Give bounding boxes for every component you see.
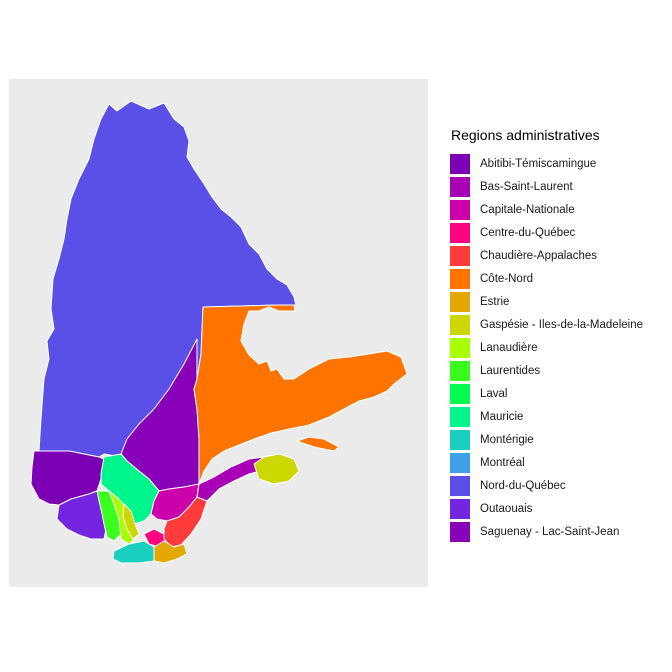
region-gaspesie[interactable] [253, 453, 300, 485]
legend-item: Laurentides [450, 359, 670, 382]
legend-item: Montérigie [450, 428, 670, 451]
legend: Regions administratives Abitibi-Témiscam… [450, 126, 670, 543]
legend-item: Bas-Saint-Laurent [450, 175, 670, 198]
legend-title: Regions administratives [451, 127, 600, 143]
region-estrie[interactable] [153, 540, 188, 564]
legend-swatch [450, 245, 470, 266]
legend-item: Estrie [450, 290, 670, 313]
legend-swatch [450, 222, 470, 243]
legend-label: Bas-Saint-Laurent [480, 180, 573, 193]
legend-swatch [450, 199, 470, 220]
legend-swatch [450, 452, 470, 473]
legend-item: Montréal [450, 451, 670, 474]
legend-label: Saguenay - Lac-Saint-Jean [480, 525, 620, 538]
legend-label: Lanaudière [480, 341, 538, 354]
legend-swatch [450, 360, 470, 381]
legend-label: Laurentides [480, 364, 541, 377]
legend-items: Abitibi-Témiscamingue Bas-Saint-Laurent Ca… [450, 152, 670, 543]
legend-swatch [450, 176, 470, 197]
legend-swatch [450, 337, 470, 358]
region-mauricie[interactable] [100, 453, 160, 525]
legend-swatch [450, 383, 470, 404]
quebec-map[interactable] [9, 79, 428, 587]
legend-label: Centre-du-Québec [480, 226, 576, 239]
legend-item: Chaudière-Appalaches [450, 244, 670, 267]
legend-swatch [450, 406, 470, 427]
legend-item: Centre-du-Québec [450, 221, 670, 244]
legend-item: Laval [450, 382, 670, 405]
legend-swatch [450, 291, 470, 312]
legend-label: Nord-du-Québec [480, 479, 566, 492]
legend-item: Saguenay - Lac-Saint-Jean [450, 520, 670, 543]
legend-label: Gaspésie - Iles-de-la-Madeleine [480, 318, 643, 331]
legend-label: Abitibi-Témiscamingue [480, 157, 597, 170]
legend-item: Capitale-Nationale [450, 198, 670, 221]
legend-swatch [450, 268, 470, 289]
legend-swatch [450, 521, 470, 542]
legend-item: Nord-du-Québec [450, 474, 670, 497]
legend-swatch [450, 153, 470, 174]
region-chaudiere-appalaches[interactable] [163, 496, 208, 548]
legend-label: Chaudière-Appalaches [480, 249, 597, 262]
legend-swatch [450, 429, 470, 450]
legend-label: Montréal [480, 456, 525, 469]
map-panel [9, 79, 428, 587]
legend-item: Mauricie [450, 405, 670, 428]
legend-item: Outaouais [450, 497, 670, 520]
region-monterigie[interactable] [112, 540, 155, 564]
legend-swatch [450, 498, 470, 519]
legend-label: Capitale-Nationale [480, 203, 575, 216]
legend-label: Estrie [480, 295, 510, 308]
region-cote-nord[interactable] [193, 304, 408, 485]
legend-label: Outaouais [480, 502, 533, 515]
legend-item: Côte-Nord [450, 267, 670, 290]
legend-item: Gaspésie - Iles-de-la-Madeleine [450, 313, 670, 336]
legend-label: Montérigie [480, 433, 534, 446]
legend-label: Laval [480, 387, 508, 400]
legend-label: Côte-Nord [480, 272, 534, 285]
region-gaspesie-small[interactable] [122, 503, 140, 540]
legend-swatch [450, 475, 470, 496]
legend-item: Abitibi-Témiscamingue [450, 152, 670, 175]
legend-swatch [450, 314, 470, 335]
legend-item: Lanaudière [450, 336, 670, 359]
legend-label: Mauricie [480, 410, 524, 423]
